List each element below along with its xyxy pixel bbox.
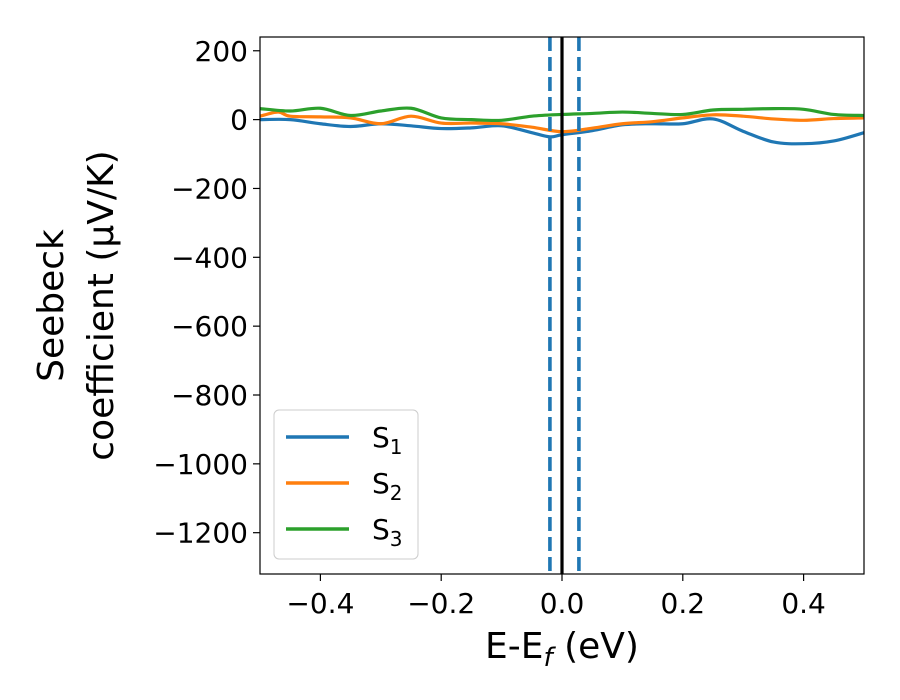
y-tick-label: −1000 <box>153 448 248 481</box>
x-tick-label: 0.2 <box>661 587 706 620</box>
x-tick-label: −0.4 <box>286 587 354 620</box>
legend-label-s1: S1 <box>372 421 403 459</box>
series-line-s2 <box>259 110 865 134</box>
y-tick-label: −200 <box>171 172 248 205</box>
y-axis-label-line1: Seebeck <box>31 229 72 382</box>
y-axis-label-line2: coefficient (μV/K) <box>81 150 122 460</box>
x-tick-label: −0.2 <box>407 587 475 620</box>
vertical-marker-lines <box>548 37 581 574</box>
y-tick-label: −400 <box>171 241 248 274</box>
y-axis-label: Seebeck coefficient (μV/K) <box>31 150 122 460</box>
y-tick-label: 0 <box>230 104 248 137</box>
x-tick-label: 0.0 <box>540 587 585 620</box>
y-tick-label: −600 <box>171 310 248 343</box>
legend-label-s2: S2 <box>372 467 403 505</box>
legend: S1 S2 S3 <box>273 409 419 560</box>
legend-label-s3: S3 <box>372 513 403 551</box>
x-axis-ticks: −0.4 −0.2 0.0 0.2 0.4 <box>286 574 826 620</box>
y-tick-label: −1200 <box>153 517 248 550</box>
x-tick-label: 0.4 <box>781 587 826 620</box>
series-line-s1 <box>259 117 865 146</box>
y-tick-label: −800 <box>171 379 248 412</box>
y-tick-label: 200 <box>195 35 248 68</box>
y-axis-ticks: 200 0 −200 −400 −600 −800 −1000 −1200 <box>153 35 260 550</box>
x-axis-label: E-Ef (eV) <box>485 626 639 673</box>
